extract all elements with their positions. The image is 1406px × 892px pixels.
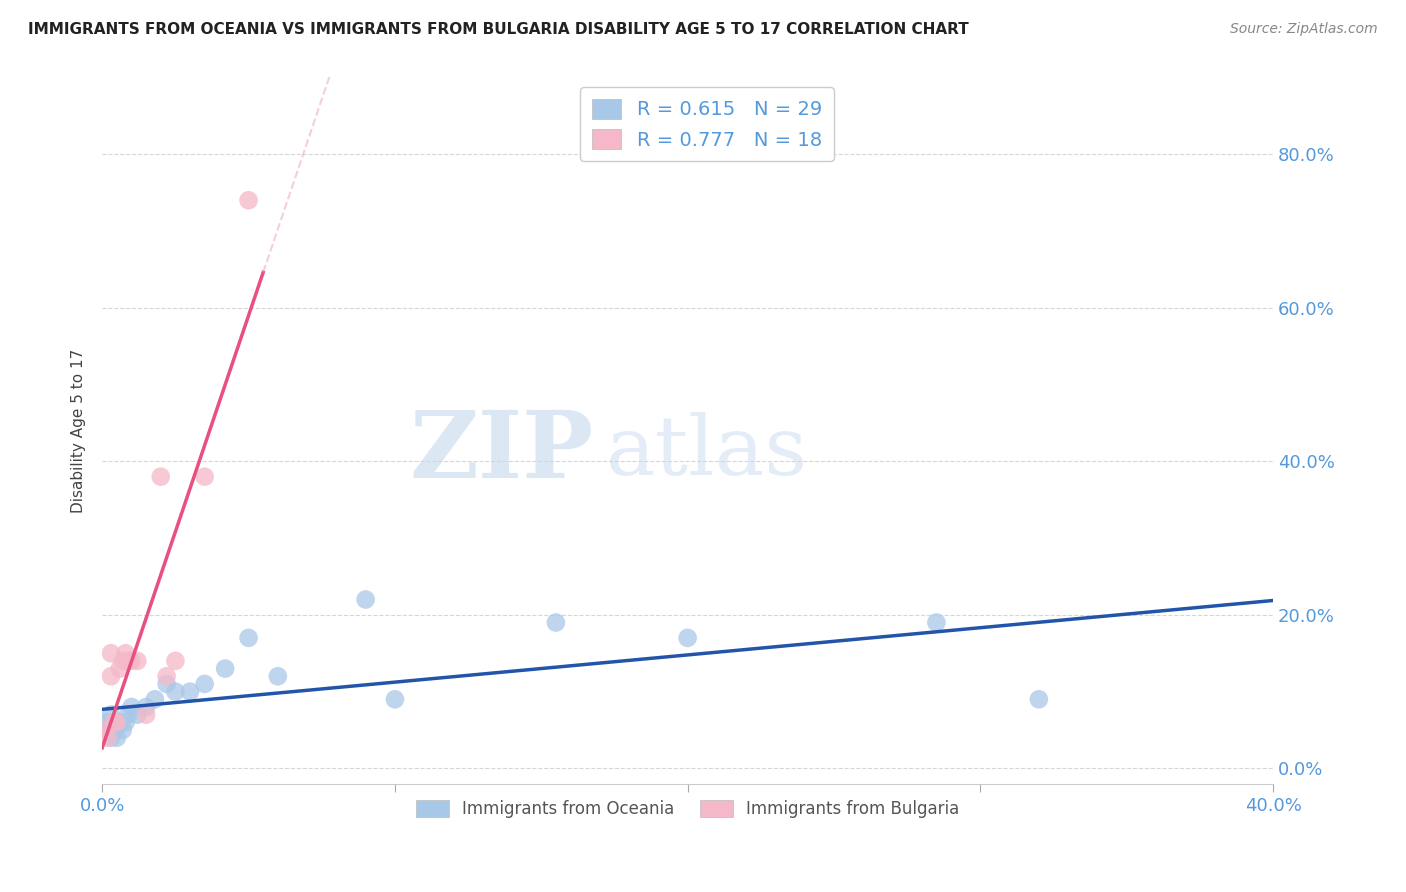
Y-axis label: Disability Age 5 to 17: Disability Age 5 to 17 — [72, 349, 86, 513]
Point — [149, 469, 172, 483]
Point — [94, 723, 117, 737]
Point — [165, 684, 187, 698]
Point — [103, 715, 125, 730]
Point — [111, 723, 134, 737]
Point — [108, 662, 131, 676]
Text: ZIP: ZIP — [409, 407, 593, 497]
Point — [117, 654, 139, 668]
Point — [127, 707, 149, 722]
Point — [1028, 692, 1050, 706]
Point — [100, 669, 122, 683]
Legend: Immigrants from Oceania, Immigrants from Bulgaria: Immigrants from Oceania, Immigrants from… — [409, 793, 966, 825]
Point — [135, 707, 157, 722]
Point — [155, 677, 177, 691]
Point — [114, 646, 136, 660]
Point — [165, 654, 187, 668]
Text: Source: ZipAtlas.com: Source: ZipAtlas.com — [1230, 22, 1378, 37]
Point — [238, 194, 260, 208]
Point — [121, 700, 143, 714]
Point — [108, 715, 131, 730]
Point — [100, 707, 122, 722]
Point — [384, 692, 406, 706]
Point — [676, 631, 699, 645]
Point — [155, 669, 177, 683]
Point — [121, 654, 143, 668]
Point — [111, 654, 134, 668]
Point — [94, 723, 117, 737]
Point — [97, 723, 120, 737]
Point — [105, 731, 128, 745]
Point — [238, 631, 260, 645]
Point — [354, 592, 377, 607]
Point — [544, 615, 567, 630]
Point — [179, 684, 201, 698]
Point — [97, 731, 120, 745]
Point — [925, 615, 948, 630]
Point — [143, 692, 166, 706]
Text: IMMIGRANTS FROM OCEANIA VS IMMIGRANTS FROM BULGARIA DISABILITY AGE 5 TO 17 CORRE: IMMIGRANTS FROM OCEANIA VS IMMIGRANTS FR… — [28, 22, 969, 37]
Point — [105, 715, 128, 730]
Point — [194, 469, 217, 483]
Point — [100, 731, 122, 745]
Point — [103, 723, 125, 737]
Point — [214, 662, 236, 676]
Point — [267, 669, 290, 683]
Point — [100, 646, 122, 660]
Point — [97, 715, 120, 730]
Point — [127, 654, 149, 668]
Point — [105, 715, 128, 730]
Point — [117, 707, 139, 722]
Point — [135, 700, 157, 714]
Text: atlas: atlas — [606, 412, 808, 491]
Point — [194, 677, 217, 691]
Point — [114, 715, 136, 730]
